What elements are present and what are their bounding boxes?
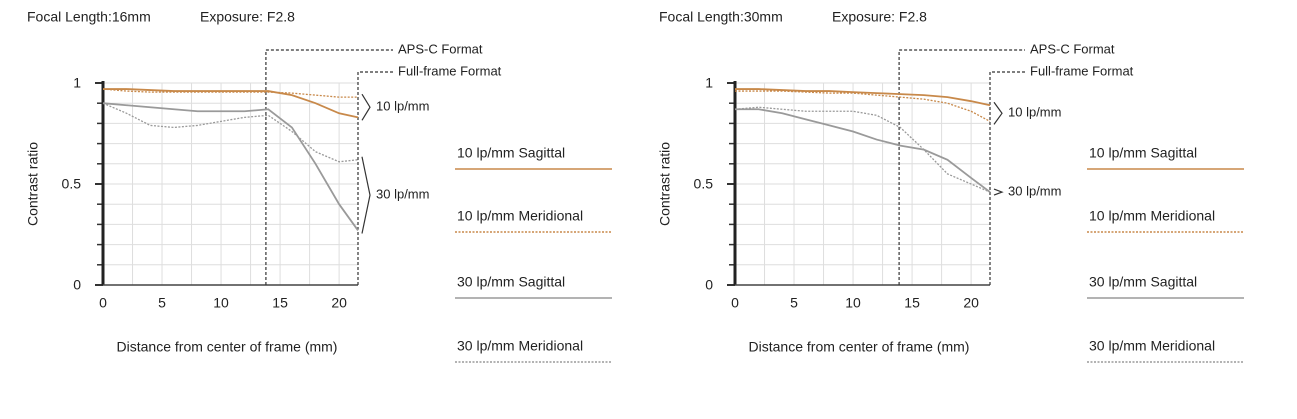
y-tick-label: 1: [73, 75, 81, 91]
x-tick-label: 15: [904, 295, 920, 311]
series-line: [735, 88, 991, 107]
bracket-label: 10 lp/mm: [1008, 105, 1061, 120]
x-tick-label: 0: [731, 295, 739, 311]
panel-subtitle: Exposure: F2.8: [200, 9, 295, 25]
series-line: [735, 90, 991, 122]
series-line: [102, 102, 359, 163]
legend-label: 30 lp/mm Meridional: [457, 338, 583, 354]
legend-label: 10 lp/mm Sagittal: [457, 145, 565, 161]
legend-label: 10 lp/mm Meridional: [457, 208, 583, 224]
series-line: [735, 108, 991, 193]
x-axis-label: Distance from center of frame (mm): [117, 339, 338, 355]
panel-subtitle: Exposure: F2.8: [832, 9, 927, 25]
x-tick-label: 15: [272, 295, 288, 311]
x-tick-label: 5: [158, 295, 166, 311]
bracket: [361, 93, 371, 121]
format-label: Full-frame Format: [398, 63, 502, 78]
format-marker: [989, 71, 1025, 285]
legend-label: 30 lp/mm Sagittal: [457, 274, 565, 290]
series-line: [734, 106, 991, 193]
format-label: APS-C Format: [1030, 41, 1115, 56]
format-marker: [357, 71, 393, 285]
format-marker: [898, 49, 1025, 285]
panel-title: Focal Length:16mm: [27, 9, 151, 25]
format-label: APS-C Format: [398, 41, 483, 56]
y-tick-label: 0.5: [62, 176, 82, 192]
legend-label: 10 lp/mm Sagittal: [1089, 145, 1197, 161]
bracket: [993, 188, 1004, 196]
bracket-label: 30 lp/mm: [376, 187, 429, 202]
series-line: [102, 102, 359, 231]
x-tick-label: 5: [790, 295, 798, 311]
legend-label: 10 lp/mm Meridional: [1089, 208, 1215, 224]
y-tick-label: 0: [73, 277, 81, 293]
y-tick-label: 1: [705, 75, 713, 91]
x-axis-label: Distance from center of frame (mm): [749, 339, 970, 355]
x-tick-label: 20: [331, 295, 347, 311]
y-axis-label: Contrast ratio: [657, 142, 673, 226]
format-label: Full-frame Format: [1030, 63, 1134, 78]
series-line: [103, 88, 359, 119]
x-tick-label: 10: [845, 295, 861, 311]
x-tick-label: 0: [99, 295, 107, 311]
x-tick-label: 10: [213, 295, 229, 311]
bracket-label: 10 lp/mm: [376, 99, 429, 114]
bracket-label: 30 lp/mm: [1008, 184, 1061, 199]
series-line: [102, 88, 358, 98]
y-axis-label: Contrast ratio: [25, 142, 41, 226]
bracket: [993, 101, 1003, 125]
legend-label: 30 lp/mm Sagittal: [1089, 274, 1197, 290]
x-tick-label: 20: [963, 295, 979, 311]
panel-title: Focal Length:30mm: [659, 9, 783, 25]
y-tick-label: 0.5: [694, 176, 714, 192]
format-marker: [265, 49, 393, 285]
y-tick-label: 0: [705, 277, 713, 293]
legend-label: 30 lp/mm Meridional: [1089, 338, 1215, 354]
bracket: [361, 156, 371, 234]
